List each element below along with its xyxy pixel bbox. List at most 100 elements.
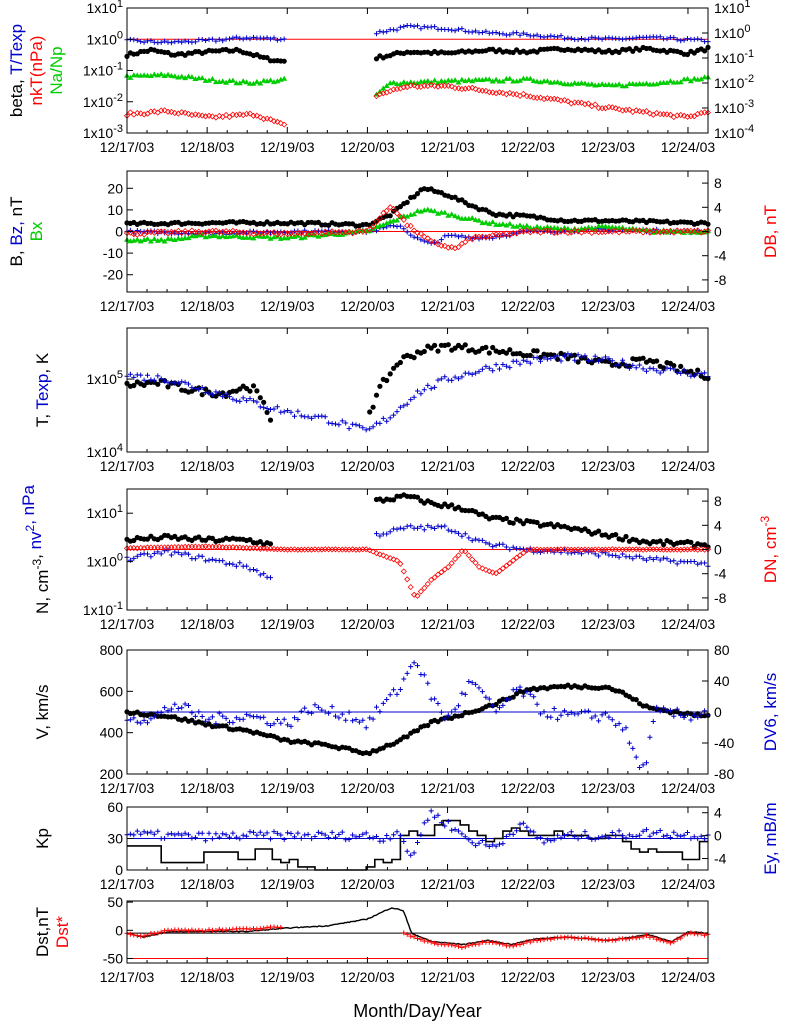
data-point: [490, 544, 496, 550]
data-point: [534, 78, 541, 84]
data-point: [445, 818, 451, 824]
data-point: [623, 362, 629, 368]
data-point: [691, 113, 698, 120]
data-point: [342, 230, 349, 236]
data-point: [346, 837, 352, 842]
data-point: [400, 79, 407, 85]
data-point: [455, 79, 462, 85]
data-point: [438, 237, 444, 243]
data-point: [250, 80, 257, 86]
data-point: [203, 718, 209, 724]
data-point: [506, 89, 513, 97]
data-point: [418, 523, 424, 529]
data-point: [220, 831, 226, 837]
data-point: [356, 719, 362, 725]
data-point: [459, 26, 465, 32]
data-point: [141, 39, 147, 45]
data-point: [630, 48, 636, 54]
data-point: [681, 367, 687, 373]
data-point: [250, 235, 257, 241]
data-point: [578, 99, 585, 106]
x-tick-label: 12/23/03: [581, 969, 636, 985]
data-point: [145, 720, 150, 726]
data-point: [185, 110, 192, 117]
data-point: [606, 714, 612, 720]
data-point: [562, 833, 567, 838]
data-point: [527, 691, 533, 697]
data-point: [161, 238, 168, 244]
data-point: [257, 395, 263, 401]
data-point: [445, 244, 452, 251]
data-point: [161, 73, 168, 78]
data-point: [278, 720, 284, 726]
series-2: [124, 523, 711, 581]
data-point: [397, 223, 403, 229]
data-point: [681, 832, 687, 838]
data-point: [175, 831, 181, 837]
data-point: [664, 79, 670, 85]
data-point: [233, 563, 239, 569]
data-point: [137, 238, 144, 244]
data-point: [684, 51, 691, 58]
data-point: [448, 83, 455, 90]
data-point: [253, 545, 260, 552]
y-tick-label: 1x104: [87, 442, 123, 460]
data-point: [261, 571, 267, 577]
x-tick-label: 12/24/03: [661, 780, 716, 796]
data-point: [503, 222, 510, 228]
data-point: [391, 223, 397, 229]
data-point: [654, 368, 660, 374]
data-point: [196, 927, 202, 933]
data-point: [493, 231, 500, 238]
data-point: [367, 426, 373, 432]
data-point: [264, 229, 271, 236]
data-point: [226, 113, 233, 121]
data-point: [373, 218, 380, 225]
data-point: [687, 78, 694, 84]
data-point: [657, 708, 663, 714]
data-point: [449, 827, 455, 833]
data-point: [455, 214, 462, 220]
data-point: [285, 722, 291, 728]
data-point: [196, 709, 202, 715]
data-point: [237, 35, 243, 41]
data-point: [359, 228, 366, 235]
data-point: [404, 848, 410, 854]
data-point: [479, 537, 485, 543]
data-point: [603, 550, 608, 556]
data-point: [425, 938, 431, 944]
data-point: [209, 836, 215, 842]
data-point: [691, 228, 698, 235]
data-point: [315, 229, 322, 236]
data-point: [541, 937, 547, 943]
data-point: [681, 715, 687, 720]
data-point: [503, 350, 509, 356]
data-point: [199, 232, 206, 238]
data-point: [514, 686, 520, 692]
data-point: [274, 404, 280, 410]
data-point: [247, 926, 253, 932]
data-point: [199, 392, 205, 398]
data-point: [452, 706, 458, 712]
data-point: [698, 931, 704, 937]
data-point: [421, 672, 427, 678]
data-point: [476, 840, 482, 846]
data-point: [240, 36, 246, 42]
data-point: [213, 928, 219, 933]
data-point: [654, 555, 660, 561]
data-point: [646, 110, 653, 117]
data-point: [380, 552, 387, 559]
data-point: [240, 229, 247, 236]
data-point: [199, 37, 205, 42]
data-point: [192, 835, 198, 841]
data-point: [431, 208, 438, 214]
data-point: [145, 372, 150, 378]
x-tick-label: 12/18/03: [180, 298, 235, 314]
data-point: [397, 525, 403, 531]
data-point: [349, 546, 356, 553]
data-point: [503, 834, 509, 839]
x-tick-label: 12/23/03: [581, 298, 636, 314]
data-point: [418, 391, 424, 397]
data-point: [585, 708, 591, 714]
y2-tick-label: 0: [714, 704, 722, 720]
